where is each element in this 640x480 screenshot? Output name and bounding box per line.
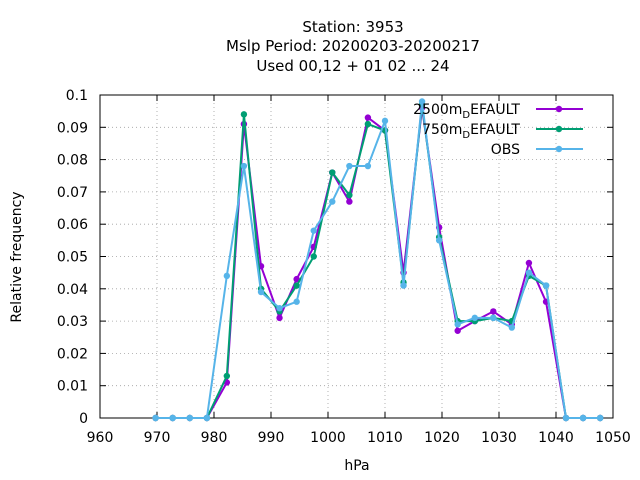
y-tick-label: 0: [79, 411, 88, 427]
data-point: [364, 162, 372, 170]
data-point: [293, 282, 300, 289]
data-point: [364, 114, 372, 121]
legend-label: OBS: [491, 142, 520, 158]
data-point: [596, 414, 604, 422]
data-point: [346, 162, 353, 170]
series-line: [155, 106, 601, 419]
legend-label-tail: EFAULT: [470, 102, 520, 118]
series-layer: [152, 98, 604, 422]
legend-label-main: 750m: [422, 122, 462, 138]
x-tick-label: 990: [258, 430, 285, 446]
data-point: [276, 304, 283, 312]
data-point: [454, 327, 461, 334]
y-tick-label: 0.01: [57, 379, 88, 395]
legend-label: 2500mDEFAULT: [413, 102, 520, 121]
legend-label-main: 2500m: [413, 102, 462, 118]
series-line: [155, 103, 601, 419]
series-1: [152, 101, 604, 422]
legend-label-sub: D: [462, 130, 470, 141]
title-line-3: Used 00,12 + 01 02 ... 24: [256, 57, 449, 75]
data-point: [346, 198, 353, 205]
y-tick-label: 0.03: [57, 314, 88, 330]
data-point: [257, 288, 265, 296]
data-point: [490, 314, 497, 322]
data-point: [310, 227, 317, 234]
grid: [100, 95, 613, 418]
data-point: [293, 275, 300, 283]
data-point: [152, 414, 159, 422]
y-tick-label: 0.04: [57, 282, 88, 298]
legend-marker-sample: [555, 105, 563, 113]
data-point: [435, 237, 443, 244]
data-point: [579, 414, 587, 422]
data-point: [525, 269, 533, 276]
data-point: [418, 98, 426, 105]
y-axis-label: Relative frequency: [9, 191, 25, 322]
data-point: [329, 169, 336, 176]
data-point: [454, 321, 461, 328]
x-tick-label: 970: [144, 430, 171, 446]
series-line: [155, 100, 601, 419]
y-tick-label: 0.06: [57, 217, 88, 233]
data-point: [186, 414, 193, 422]
data-point: [203, 414, 211, 422]
series-2: [152, 98, 604, 422]
y-tick-label: 0.07: [57, 185, 88, 201]
legend-marker-sample: [555, 125, 563, 133]
data-point: [471, 314, 478, 322]
data-point: [364, 120, 372, 128]
legend-label-sub: D: [462, 110, 470, 121]
data-point: [400, 282, 407, 289]
legend-entry-0: 2500mDEFAULT: [413, 102, 583, 121]
x-tick-label: 1050: [595, 430, 631, 446]
title-line-2: Mslp Period: 20200203-20200217: [226, 37, 480, 55]
y-tick-label: 0.02: [57, 346, 88, 362]
data-point: [490, 308, 497, 315]
data-point: [223, 272, 231, 280]
x-axis-label: hPa: [344, 458, 369, 474]
x-tick-label: 980: [201, 430, 228, 446]
x-tick-label: 1000: [310, 430, 346, 446]
legend-entry-1: 750mDEFAULT: [422, 122, 583, 141]
legend-label-tail: EFAULT: [470, 122, 520, 138]
x-tick-label: 1040: [538, 430, 574, 446]
x-tick-label: 1030: [481, 430, 517, 446]
data-point: [381, 117, 389, 125]
data-point: [542, 282, 550, 289]
series-0: [152, 104, 604, 422]
data-point: [276, 314, 283, 322]
chart-title: Station: 3953 Mslp Period: 20200203-2020…: [226, 18, 480, 75]
data-point: [525, 259, 533, 267]
y-tick-label: 0.05: [57, 250, 88, 266]
y-tick-label: 0.1: [66, 88, 88, 104]
data-point: [240, 162, 248, 170]
data-point: [508, 324, 516, 331]
data-point: [293, 298, 300, 305]
data-point: [329, 198, 336, 205]
data-point: [223, 372, 231, 380]
y-tick-label: 0.08: [57, 153, 88, 169]
x-tick-label: 1020: [424, 430, 460, 446]
y-tick-label: 0.09: [57, 120, 88, 136]
axis-ticks: 960 970 980 990 1000 1010 1020 1030 1040 1050 0 0.0…: [57, 88, 631, 446]
data-point: [169, 414, 176, 422]
data-point: [562, 414, 570, 422]
x-tick-label: 960: [87, 430, 114, 446]
title-line-1: Station: 3953: [302, 18, 403, 36]
x-tick-label: 1010: [367, 430, 403, 446]
legend-marker-sample: [555, 145, 563, 153]
data-point: [240, 111, 248, 118]
legend-label-main: OBS: [491, 142, 520, 158]
legend-label: 750mDEFAULT: [422, 122, 520, 141]
data-point: [346, 191, 353, 199]
legend-entry-2: OBS: [491, 142, 583, 158]
data-point: [310, 253, 317, 260]
